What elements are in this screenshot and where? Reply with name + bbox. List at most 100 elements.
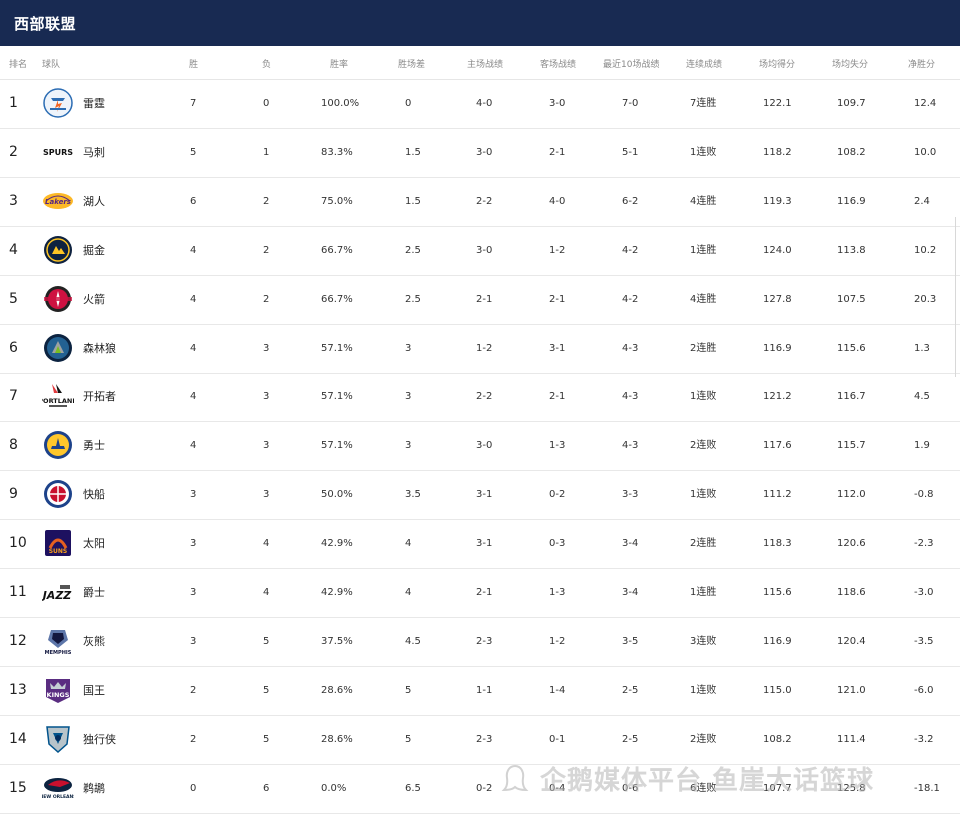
grizzlies-logo: MEMPHIS: [42, 626, 74, 656]
col-away: 客场战绩: [540, 60, 577, 70]
rank-cell: 12: [9, 632, 27, 649]
gb-cell: 6.5: [405, 782, 421, 794]
rank-cell: 7: [9, 388, 18, 405]
team-name[interactable]: 灰熊: [83, 634, 105, 648]
losses-cell: 2: [263, 293, 270, 305]
away-record-cell: 0-2: [549, 489, 566, 501]
col-gb: 胜场差: [398, 60, 426, 70]
diff-cell: -2.3: [914, 538, 934, 550]
gb-cell: 1.5: [405, 146, 421, 158]
ppg-cell: 111.2: [763, 489, 792, 501]
wins-cell: 5: [190, 146, 197, 158]
oppg-cell: 113.8: [837, 244, 866, 256]
losses-cell: 5: [263, 733, 270, 745]
col-losses: 负: [262, 60, 272, 70]
pct-cell: 66.7%: [321, 244, 353, 256]
home-record-cell: 0-2: [476, 782, 493, 794]
table-row[interactable]: SUNS 10 太阳 3 4 42.9% 4 3-1 0-3 3-4 2连胜 118.3 120.6 -2…: [0, 519, 960, 570]
away-record-cell: 0-1: [549, 733, 566, 745]
wins-cell: 3: [190, 489, 197, 501]
away-record-cell: 2-1: [549, 293, 566, 305]
home-record-cell: 2-1: [476, 587, 493, 598]
team-name[interactable]: 太阳: [83, 537, 105, 551]
team-name[interactable]: 掘金: [83, 243, 105, 257]
diff-cell: 12.4: [914, 98, 937, 109]
team-name[interactable]: 开拓者: [83, 390, 116, 404]
gb-cell: 3.5: [405, 489, 421, 501]
team-name[interactable]: 独行侠: [83, 732, 116, 746]
home-record-cell: 3-1: [476, 538, 493, 550]
table-row[interactable]: Lakers 3 湖人 6 2 75.0% 1.5 2-2 4-0 6-2 4连胜 119.3 116.…: [0, 177, 960, 227]
losses-cell: 2: [263, 244, 270, 256]
streak-cell: 1连败: [690, 489, 717, 501]
team-name[interactable]: 马刺: [83, 145, 105, 159]
team-name[interactable]: 湖人: [83, 194, 105, 208]
last10-cell: 4-3: [622, 440, 639, 452]
team-name[interactable]: 爵士: [83, 586, 105, 599]
last10-cell: 4-2: [622, 244, 639, 256]
col-home: 主场战绩: [467, 60, 504, 70]
table-row[interactable]: PORTLAND 7 开拓者 4 3 57.1% 3 2-2 2-1 4-3 1连败 121.2 116…: [0, 372, 960, 423]
streak-cell: 1连败: [690, 146, 717, 158]
losses-cell: 3: [263, 440, 270, 452]
losses-cell: 5: [263, 635, 270, 647]
oppg-cell: 108.2: [837, 146, 866, 158]
team-name[interactable]: 火箭: [83, 292, 105, 306]
losses-cell: 0: [263, 98, 270, 109]
suns-logo: SUNS: [42, 528, 74, 558]
table-row[interactable]: JAZZ 11 爵士 3 4 42.9% 4 2-1 1-3 3-4 1连胜 115.6 118.6 -3…: [0, 568, 960, 618]
streak-cell: 1连胜: [690, 244, 717, 256]
wins-cell: 4: [190, 440, 197, 452]
team-name[interactable]: 勇士: [83, 439, 105, 453]
wins-cell: 4: [190, 293, 197, 305]
last10-cell: 3-4: [622, 587, 639, 598]
ppg-cell: 122.1: [763, 98, 792, 109]
clippers-logo: [42, 479, 74, 509]
team-name[interactable]: 鹈鹕: [83, 781, 105, 795]
losses-cell: 1: [263, 146, 270, 158]
col-last10: 最近10场战绩: [603, 60, 660, 70]
ppg-cell: 116.9: [763, 342, 792, 354]
rank-cell: 15: [9, 779, 27, 796]
streak-cell: 4连胜: [690, 195, 717, 207]
home-record-cell: 2-1: [476, 293, 493, 305]
wins-cell: 4: [190, 342, 197, 354]
streak-cell: 2连败: [690, 733, 717, 745]
diff-cell: 20.3: [914, 293, 937, 305]
col-oppg: 场均失分: [832, 60, 869, 70]
table-row[interactable]: MEMPHIS 12 灰熊 3 5 37.5% 4.5 2-3 1-2 3-5 3连败 116.9 12…: [0, 617, 960, 667]
home-record-cell: 1-1: [476, 684, 493, 696]
oppg-cell: 115.7: [837, 440, 866, 452]
home-record-cell: 2-2: [476, 195, 493, 207]
table-row[interactable]: 6 森林狼 4 3 57.1% 3 1-2 3-1 4-3 2连胜 116.9 115.6 1.3: [0, 324, 960, 374]
last10-cell: 3-3: [622, 489, 639, 501]
table-row[interactable]: 1 雷霆 7 0 100.0% 0 4-0 3-0 7-0 7连胜 122.1 109.7 12.4: [0, 79, 960, 129]
team-name[interactable]: 雷霆: [83, 97, 105, 110]
last10-cell: 2-5: [622, 684, 639, 696]
rank-cell: 1: [9, 95, 18, 111]
oppg-cell: 116.9: [837, 195, 866, 207]
gb-cell: 1.5: [405, 195, 421, 207]
table-row[interactable]: 5 火箭 4 2 66.7% 2.5 2-1 2-1 4-2 4连胜 127.8 107.5 20.3: [0, 275, 960, 325]
table-row[interactable]: 14 独行侠 2 5 28.6% 5 2-3 0-1 2-5 2连败 108.2 111.4 -3.2: [0, 715, 960, 765]
table-row[interactable]: 8 勇士 4 3 57.1% 3 3-0 1-3 4-3 2连败 117.6 115.7 1.9: [0, 421, 960, 472]
team-name[interactable]: 国王: [83, 683, 105, 697]
home-record-cell: 2-2: [476, 391, 493, 403]
rank-cell: 6: [9, 339, 18, 356]
table-row[interactable]: 9 快船 3 3 50.0% 3.5 3-1 0-2 3-3 1连败 111.2 112.0 -0.8: [0, 470, 960, 521]
pct-cell: 57.1%: [321, 440, 353, 452]
gb-cell: 5: [405, 684, 412, 696]
svg-text:MEMPHIS: MEMPHIS: [45, 650, 72, 656]
table-row[interactable]: KINGS 13 国王 2 5 28.6% 5 1-1 1-4 2-5 1连败 115.0 121.0 -…: [0, 666, 960, 716]
wins-cell: 0: [190, 782, 197, 794]
last10-cell: 5-1: [622, 146, 639, 158]
losses-cell: 4: [263, 538, 270, 550]
team-name[interactable]: 森林狼: [83, 341, 116, 355]
oppg-cell: 112.0: [837, 489, 866, 501]
streak-cell: 2连胜: [690, 538, 717, 550]
scrollbar[interactable]: [955, 217, 959, 377]
table-row[interactable]: SPURS 2 马刺 5 1 83.3% 1.5 3-0 2-1 5-1 1连败 118.2 108.2…: [0, 128, 960, 178]
away-record-cell: 1-2: [549, 244, 566, 256]
table-row[interactable]: 4 掘金 4 2 66.7% 2.5 3-0 1-2 4-2 1连胜 124.0 113.8 10.2: [0, 226, 960, 276]
team-name[interactable]: 快船: [83, 488, 105, 502]
